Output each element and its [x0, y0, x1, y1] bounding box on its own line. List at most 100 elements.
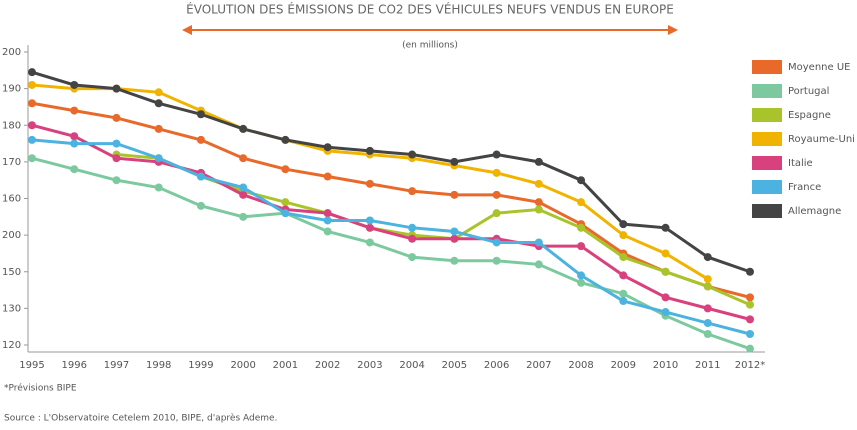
- y-tick-label: 150: [2, 267, 21, 278]
- point: [112, 84, 121, 93]
- legend-label: France: [788, 182, 821, 193]
- point: [196, 110, 205, 119]
- point: [577, 271, 586, 280]
- point: [577, 278, 586, 287]
- x-tick-label: 2001: [273, 360, 298, 371]
- x-tick-label: 2000: [230, 360, 255, 371]
- legend-swatch: [752, 60, 782, 74]
- arrow-head: [668, 25, 678, 35]
- legend-swatch: [752, 204, 782, 218]
- point: [577, 223, 586, 232]
- point: [239, 190, 248, 199]
- point: [577, 198, 586, 207]
- point: [661, 249, 670, 258]
- point: [28, 80, 36, 89]
- point: [408, 223, 417, 232]
- legend-swatch: [752, 84, 782, 98]
- point: [661, 308, 670, 317]
- point: [281, 135, 290, 144]
- point: [323, 143, 332, 152]
- point: [70, 139, 79, 148]
- x-tick-label: 2004: [399, 360, 424, 371]
- point: [492, 209, 501, 218]
- point: [450, 256, 459, 265]
- x-tick-label: 2012*: [735, 360, 765, 371]
- point: [492, 190, 501, 199]
- point: [450, 227, 459, 236]
- point: [323, 209, 332, 218]
- source: Source : L'Observatoire Cetelem 2010, BI…: [4, 413, 277, 424]
- point: [239, 154, 248, 163]
- point: [619, 253, 628, 262]
- point: [408, 234, 417, 243]
- x-tick-label: 2011: [695, 360, 720, 371]
- point: [323, 227, 332, 236]
- point: [154, 99, 163, 108]
- arrow-head: [182, 25, 192, 35]
- x-tick-label: 1998: [146, 360, 171, 371]
- point: [28, 68, 36, 77]
- legend-swatch: [752, 108, 782, 122]
- point: [70, 132, 79, 141]
- point: [492, 168, 501, 177]
- point: [323, 172, 332, 181]
- point: [365, 216, 374, 225]
- point: [28, 99, 36, 108]
- point: [28, 154, 36, 163]
- legend-swatch: [752, 156, 782, 170]
- point: [703, 253, 712, 262]
- point: [408, 187, 417, 196]
- x-tick-label: 2010: [653, 360, 678, 371]
- point: [196, 135, 205, 144]
- point: [661, 223, 670, 232]
- x-tick-label: 1996: [62, 360, 87, 371]
- legend-label: Allemagne: [788, 206, 841, 217]
- legend-label: Italie: [788, 158, 813, 169]
- point: [492, 256, 501, 265]
- y-tick-label: 130: [2, 303, 21, 314]
- x-tick-label: 2003: [357, 360, 382, 371]
- series-line: [31, 70, 751, 274]
- point: [365, 179, 374, 188]
- point: [70, 165, 79, 174]
- point: [70, 80, 79, 89]
- point: [365, 146, 374, 155]
- point: [534, 205, 543, 214]
- point: [323, 216, 332, 225]
- point: [619, 220, 628, 229]
- point: [746, 267, 754, 276]
- legend-label: Espagne: [788, 110, 831, 121]
- legend-label: Royaume-Uni: [788, 134, 855, 145]
- point: [619, 289, 628, 298]
- legend-label: Moyenne UE: [788, 62, 850, 73]
- point: [450, 234, 459, 243]
- point: [70, 106, 79, 115]
- point: [28, 135, 36, 144]
- y-tick-label: 160: [2, 194, 21, 205]
- point: [112, 113, 121, 122]
- x-tick-label: 1995: [19, 360, 44, 371]
- chart-title: ÉVOLUTION DES ÉMISSIONS DE CO2 DES VÉHIC…: [186, 2, 674, 17]
- legend-label: Portugal: [788, 86, 829, 97]
- y-tick-label: 190: [2, 84, 21, 95]
- point: [661, 293, 670, 302]
- point: [492, 150, 501, 159]
- series-line: [31, 123, 751, 321]
- x-tick-label: 2008: [568, 360, 593, 371]
- y-tick-label: 200: [2, 47, 21, 58]
- point: [703, 330, 712, 339]
- point: [661, 267, 670, 276]
- point: [112, 139, 121, 148]
- point: [619, 231, 628, 240]
- point: [703, 319, 712, 328]
- point: [492, 238, 501, 247]
- point: [534, 157, 543, 166]
- footnote: *Prévisions BIPE: [4, 383, 77, 394]
- x-tick-label: 2007: [526, 360, 551, 371]
- y-tick-label: 170: [2, 157, 21, 168]
- point: [281, 209, 290, 218]
- point: [450, 190, 459, 199]
- x-tick-label: 2005: [442, 360, 467, 371]
- point: [281, 165, 290, 174]
